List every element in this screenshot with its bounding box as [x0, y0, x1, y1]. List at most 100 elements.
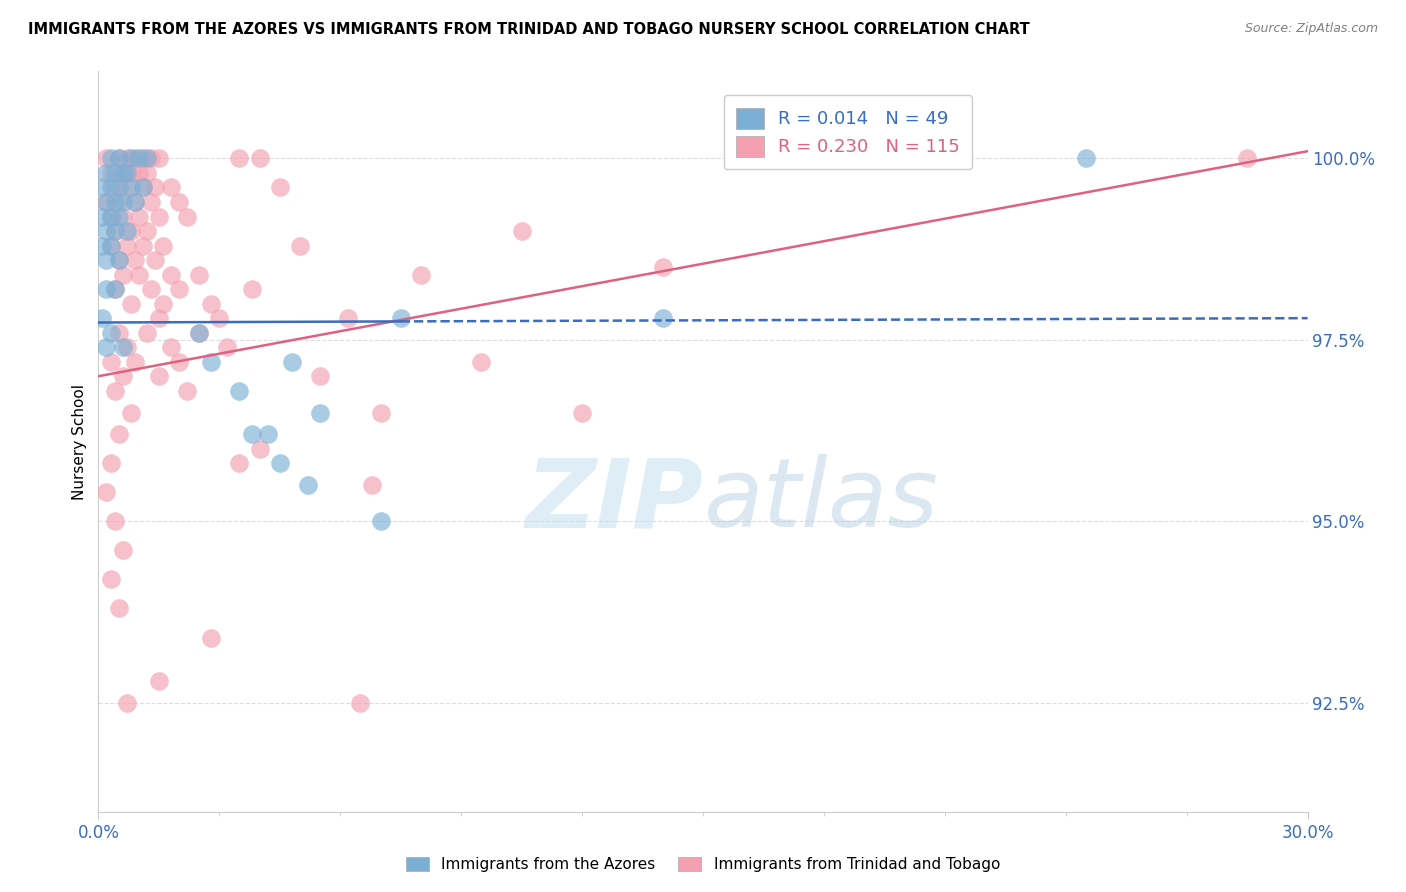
Point [249, 442, 271, 456]
Point [120, 296, 142, 310]
Legend: R = 0.014   N = 49, R = 0.230   N = 115: R = 0.014 N = 49, R = 0.230 N = 115 [724, 95, 973, 169]
Point [139, 194, 162, 209]
Point [111, 166, 134, 180]
Point [217, 340, 239, 354]
Point [288, 238, 311, 252]
Point [188, 326, 211, 340]
Point [228, 152, 250, 166]
Point [269, 456, 291, 470]
Legend: Immigrants from the Azores, Immigrants from Trinidad and Tobago: Immigrants from the Azores, Immigrants f… [398, 849, 1008, 880]
Point [571, 405, 593, 419]
Point [128, 152, 150, 166]
Point [96, 485, 118, 500]
Point [107, 210, 129, 224]
Point [135, 326, 157, 340]
Point [139, 152, 162, 166]
Point [103, 180, 125, 194]
Point [470, 354, 492, 368]
Point [651, 260, 673, 275]
Point [107, 253, 129, 268]
Point [96, 166, 118, 180]
Point [139, 282, 162, 296]
Point [111, 166, 134, 180]
Point [409, 268, 432, 282]
Point [103, 224, 125, 238]
Point [160, 340, 183, 354]
Point [107, 326, 129, 340]
Point [96, 224, 118, 238]
Point [370, 515, 392, 529]
Point [115, 166, 138, 180]
Point [200, 296, 222, 310]
Point [111, 194, 134, 209]
Point [91, 180, 114, 194]
Point [510, 224, 533, 238]
Point [91, 238, 114, 252]
Point [103, 194, 125, 209]
Point [100, 238, 122, 252]
Point [115, 152, 138, 166]
Point [96, 194, 118, 209]
Point [107, 152, 129, 166]
Point [256, 427, 278, 442]
Y-axis label: Nursery School: Nursery School [72, 384, 87, 500]
Point [132, 180, 155, 194]
Point [111, 369, 134, 384]
Point [128, 268, 150, 282]
Point [91, 210, 114, 224]
Point [107, 180, 129, 194]
Point [188, 268, 211, 282]
Point [115, 238, 138, 252]
Point [297, 478, 319, 492]
Point [120, 405, 142, 419]
Text: Source: ZipAtlas.com: Source: ZipAtlas.com [1244, 22, 1378, 36]
Point [107, 152, 129, 166]
Point [167, 354, 190, 368]
Point [148, 210, 170, 224]
Point [309, 369, 332, 384]
Point [249, 152, 271, 166]
Point [160, 268, 183, 282]
Point [111, 210, 134, 224]
Point [188, 326, 211, 340]
Point [103, 282, 125, 296]
Text: ZIP: ZIP [524, 454, 703, 548]
Point [100, 152, 122, 166]
Point [370, 405, 392, 419]
Point [337, 311, 360, 326]
Point [111, 340, 134, 354]
Point [96, 194, 118, 209]
Point [124, 253, 146, 268]
Point [240, 282, 263, 296]
Point [651, 311, 673, 326]
Point [103, 282, 125, 296]
Point [143, 253, 166, 268]
Point [361, 478, 384, 492]
Point [124, 194, 146, 209]
Point [1236, 152, 1258, 166]
Point [389, 311, 412, 326]
Point [96, 253, 118, 268]
Point [100, 573, 122, 587]
Point [135, 152, 157, 166]
Text: atlas: atlas [703, 454, 938, 548]
Point [91, 311, 114, 326]
Point [240, 427, 263, 442]
Point [124, 152, 146, 166]
Point [135, 224, 157, 238]
Point [100, 238, 122, 252]
Point [128, 210, 150, 224]
Point [103, 384, 125, 398]
Point [111, 543, 134, 558]
Point [309, 405, 332, 419]
Point [128, 166, 150, 180]
Point [148, 674, 170, 689]
Point [124, 194, 146, 209]
Point [120, 166, 142, 180]
Point [143, 180, 166, 194]
Point [148, 369, 170, 384]
Text: IMMIGRANTS FROM THE AZORES VS IMMIGRANTS FROM TRINIDAD AND TOBAGO NURSERY SCHOOL: IMMIGRANTS FROM THE AZORES VS IMMIGRANTS… [28, 22, 1029, 37]
Point [107, 194, 129, 209]
Point [115, 696, 138, 710]
Point [132, 180, 155, 194]
